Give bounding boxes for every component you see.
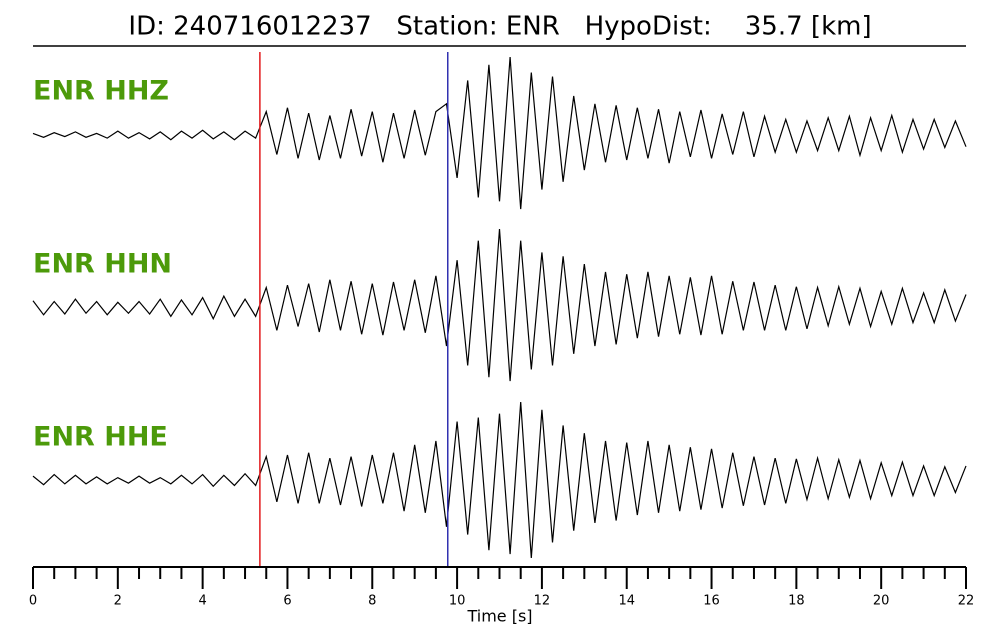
x-axis-label: Time [s] — [466, 607, 532, 626]
trace-label: ENR HHE — [33, 422, 168, 453]
waveform — [32, 228, 967, 382]
waveform — [32, 56, 967, 210]
x-tick-label: 4 — [198, 594, 206, 609]
trace-label: ENR HHN — [33, 249, 172, 280]
x-tick-label: 14 — [618, 594, 635, 609]
x-tick-label: 12 — [534, 594, 551, 609]
chart-title: ID: 240716012237 Station: ENR HypoDist: … — [128, 12, 871, 42]
x-tick-label: 20 — [873, 594, 890, 609]
x-tick-label: 10 — [449, 594, 466, 609]
x-tick-label: 22 — [958, 594, 975, 609]
waveform — [32, 401, 967, 559]
x-tick-label: 2 — [114, 594, 122, 609]
x-tick-label: 8 — [368, 594, 376, 609]
x-tick-label: 18 — [788, 594, 805, 609]
x-tick-label: 16 — [703, 594, 720, 609]
trace-label: ENR HHZ — [33, 76, 169, 107]
x-tick-label: 0 — [29, 594, 37, 609]
x-tick-label: 6 — [283, 594, 291, 609]
